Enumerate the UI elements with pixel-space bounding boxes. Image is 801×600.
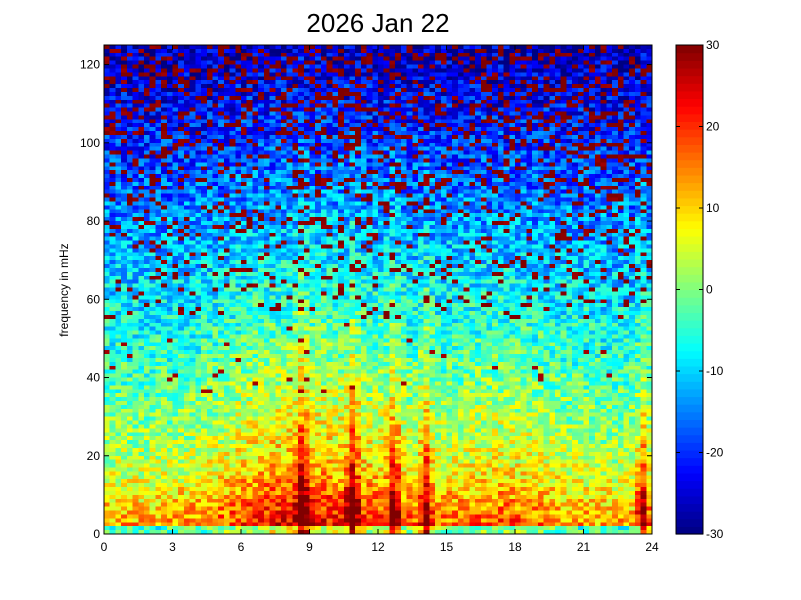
colorbar-swatch bbox=[676, 289, 703, 298]
x-tick-label: 3 bbox=[169, 540, 176, 554]
colorbar-swatch bbox=[676, 373, 703, 382]
colorbar-swatch bbox=[676, 350, 703, 359]
colorbar-swatch bbox=[676, 411, 703, 420]
colorbar-swatch bbox=[676, 167, 703, 176]
colorbar-swatch bbox=[676, 52, 703, 61]
colorbar-swatch bbox=[676, 465, 703, 474]
colorbar-swatch bbox=[676, 274, 703, 283]
colorbar-tick-label: -20 bbox=[706, 446, 724, 460]
x-tick-label: 18 bbox=[508, 540, 522, 554]
colorbar-swatch bbox=[676, 365, 703, 375]
colorbar-tick-label: 10 bbox=[706, 201, 720, 215]
colorbar-tick-label: 0 bbox=[706, 283, 713, 297]
colorbar-swatch bbox=[676, 266, 703, 275]
colorbar-tick-label: -10 bbox=[706, 364, 724, 378]
colorbar-swatch bbox=[676, 442, 703, 451]
colorbar-swatch bbox=[676, 320, 703, 329]
heatmap-image bbox=[104, 45, 652, 534]
chart-title: 2026 Jan 22 bbox=[306, 8, 449, 38]
colorbar-swatch bbox=[676, 220, 703, 229]
colorbar-swatch bbox=[676, 495, 703, 505]
colorbar-swatch bbox=[676, 335, 703, 344]
y-tick-label: 120 bbox=[80, 58, 100, 72]
colorbar-tick-label: 20 bbox=[706, 120, 720, 134]
x-tick-label: 12 bbox=[371, 540, 385, 554]
colorbar-swatch bbox=[676, 75, 703, 84]
colorbar-swatch bbox=[676, 434, 703, 443]
y-tick-label: 100 bbox=[80, 136, 100, 150]
colorbar-swatch bbox=[676, 182, 703, 191]
colorbar-swatch bbox=[676, 205, 703, 214]
colorbar-swatch bbox=[676, 327, 703, 336]
colorbar-swatch bbox=[676, 45, 703, 54]
colorbar-swatch bbox=[676, 106, 703, 115]
x-tick-label: 21 bbox=[577, 540, 591, 554]
x-tick-label: 6 bbox=[238, 540, 245, 554]
colorbar-swatch bbox=[676, 381, 703, 390]
colorbar-swatch bbox=[676, 144, 703, 153]
colorbar-swatch bbox=[676, 121, 703, 130]
y-tick-label: 80 bbox=[87, 214, 101, 228]
colorbar bbox=[676, 45, 703, 535]
colorbar-swatch bbox=[676, 228, 703, 237]
colorbar-swatch bbox=[676, 297, 703, 306]
colorbar-swatch bbox=[676, 427, 703, 436]
colorbar-swatch bbox=[676, 90, 703, 100]
colorbar-swatch bbox=[676, 190, 703, 199]
colorbar-swatch bbox=[676, 388, 703, 398]
colorbar-swatch bbox=[676, 404, 703, 413]
colorbar-swatch bbox=[676, 396, 703, 405]
colorbar-swatch bbox=[676, 488, 703, 497]
colorbar-swatch bbox=[676, 159, 703, 168]
y-axis: 0 20 40 60 80 100 120 bbox=[80, 58, 652, 541]
y-tick-label: 40 bbox=[87, 371, 101, 385]
colorbar-swatch bbox=[676, 419, 703, 428]
colorbar-swatch bbox=[676, 129, 703, 138]
colorbar-swatch bbox=[676, 251, 703, 260]
colorbar-swatch bbox=[676, 197, 703, 207]
colorbar-swatch bbox=[676, 312, 703, 321]
colorbar-swatch bbox=[676, 449, 703, 459]
colorbar-swatch bbox=[676, 503, 703, 512]
heatmap-plot-area bbox=[104, 45, 652, 534]
colorbar-swatch bbox=[676, 258, 703, 268]
colorbar-swatch bbox=[676, 358, 703, 367]
colorbar-swatch bbox=[676, 526, 703, 535]
colorbar-swatch bbox=[676, 67, 703, 77]
colorbar-swatch bbox=[676, 60, 703, 69]
x-tick-label: 9 bbox=[306, 540, 313, 554]
colorbar-swatch bbox=[676, 342, 703, 352]
colorbar-swatch bbox=[676, 243, 703, 252]
x-tick-label: 0 bbox=[101, 540, 108, 554]
colorbar-axis: -30 -20 -10 0 10 20 30 bbox=[676, 38, 724, 541]
colorbar-swatch bbox=[676, 98, 703, 107]
colorbar-swatch bbox=[676, 480, 703, 489]
y-tick-label: 0 bbox=[93, 527, 100, 541]
x-tick-label: 15 bbox=[440, 540, 454, 554]
colorbar-swatch bbox=[676, 472, 703, 482]
colorbar-swatch bbox=[676, 136, 703, 145]
colorbar-tick-label: 30 bbox=[706, 38, 720, 52]
x-axis: 0 3 6 9 12 15 18 21 24 bbox=[101, 45, 659, 554]
y-tick-label: 20 bbox=[87, 449, 101, 463]
colorbar-tick-label: -30 bbox=[706, 527, 724, 541]
colorbar-swatch bbox=[676, 511, 703, 520]
x-tick-label: 24 bbox=[645, 540, 659, 554]
colorbar-swatch bbox=[676, 304, 703, 314]
colorbar-swatch bbox=[676, 457, 703, 466]
colorbar-swatch bbox=[676, 174, 703, 184]
colorbar-swatch bbox=[676, 518, 703, 527]
y-tick-label: 60 bbox=[87, 292, 101, 306]
colorbar-swatch bbox=[676, 281, 703, 291]
colorbar-swatch bbox=[676, 213, 703, 222]
colorbar-swatch bbox=[676, 236, 703, 245]
y-axis-label: frequency in mHz bbox=[57, 243, 71, 336]
colorbar-swatch bbox=[676, 113, 703, 123]
colorbar-swatch bbox=[676, 151, 703, 161]
colorbar-swatch bbox=[676, 83, 703, 92]
